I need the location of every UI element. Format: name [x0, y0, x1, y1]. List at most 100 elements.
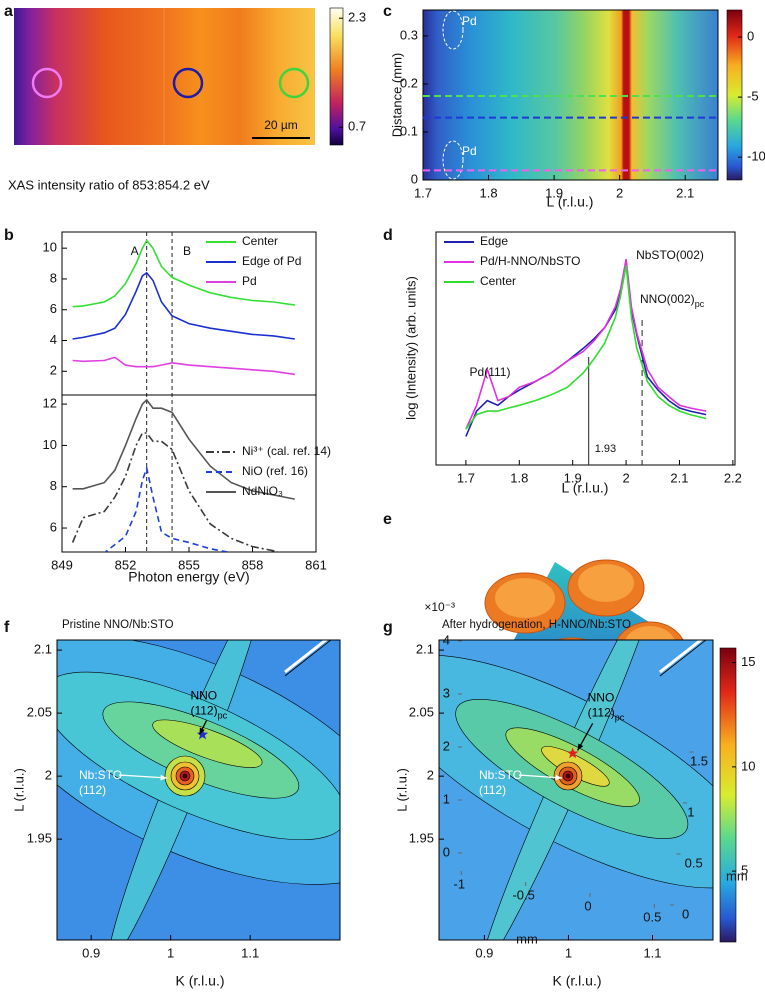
series-line [72, 271, 295, 340]
panel-title: After hydrogenation, H-NNO/Nb:STO [442, 619, 631, 631]
x-tick-label: -0.5 [512, 887, 534, 902]
z-scale-label: ×10⁻³ [424, 600, 455, 614]
x-tick-label: 1.1 [241, 945, 259, 960]
y-tick-label: 2 [427, 768, 434, 783]
y-tick-label: 6 [50, 301, 57, 316]
series-line [72, 356, 295, 376]
y-tick-label: 8 [50, 478, 57, 493]
x-tick-label: 852 [115, 557, 137, 572]
annotation: Nb:STO (112) [479, 768, 522, 797]
peak-label: B [183, 244, 191, 258]
reference-label: 1.93 [595, 443, 616, 455]
annotation-line: (112) [479, 783, 506, 797]
x-tick-label: 0.9 [82, 945, 100, 960]
panel-letter: c [383, 3, 392, 20]
x-axis-label: K (r.l.u.) [175, 973, 224, 989]
x-tick-label: 2.2 [724, 470, 742, 485]
y-tick-label: 2 [50, 363, 57, 378]
contour-map [439, 640, 713, 940]
colorbar-tick-label: 5 [741, 863, 748, 878]
x-axis-label: Photon energy (eV) [128, 569, 249, 585]
x-tick-label: 2 [616, 185, 623, 200]
axes-frame [438, 639, 714, 941]
annotation: Pd [462, 144, 477, 158]
legend-label: Center [242, 234, 278, 248]
y-tick-label: 1.5 [690, 753, 708, 768]
x-tick-label: 849 [51, 557, 73, 572]
y-tick-label: 8 [50, 270, 57, 285]
arrow-head [577, 743, 584, 751]
x-tick-label: 1.7 [457, 470, 475, 485]
legend-label: Center [480, 274, 516, 288]
annotation: NNO(002)pc [640, 292, 705, 309]
x-tick-label: 1.9 [545, 185, 563, 200]
annotation-line: NNO [190, 689, 217, 703]
annotation-line: Nb:STO [79, 768, 122, 782]
panel-letter: a [4, 3, 13, 20]
peak-marker [196, 728, 209, 740]
x-tick-label: 0 [584, 898, 591, 913]
x-tick-label: 2.1 [670, 470, 688, 485]
x-tick-label: 2 [622, 470, 629, 485]
arrow-head [160, 774, 167, 781]
colorbar-tick-label: 2.3 [348, 10, 366, 25]
panel-letter: b [4, 227, 14, 244]
annotation-sub: pc [615, 713, 625, 723]
z-tick-label: 0 [443, 844, 450, 859]
series-line [104, 465, 232, 552]
pd-outline [442, 10, 464, 50]
x-tick-label: -1 [454, 876, 466, 891]
legend-label: Edge of Pd [242, 254, 301, 268]
roi-circle [31, 67, 63, 99]
pd-outline [442, 140, 464, 180]
colorbar [726, 9, 743, 181]
peak-label: A [131, 244, 139, 258]
colorbar-tick-label: -5 [747, 89, 759, 104]
y-tick-label: 1.95 [409, 831, 434, 846]
x-tick-label: 0.9 [475, 945, 493, 960]
arrow [518, 774, 563, 779]
colorbar-tick-label: 15 [741, 654, 755, 669]
y-tick-label: 12 [43, 396, 57, 411]
x-tick-label: 855 [178, 557, 200, 572]
y-tick-label: 0.2 [400, 75, 418, 90]
x-tick-label: 1.9 [564, 470, 582, 485]
axes-frame [56, 639, 341, 941]
colorbar-tick-label: -10 [747, 149, 765, 164]
y-tick-label: 2.05 [27, 705, 52, 720]
z-tick-label: 2 [443, 738, 450, 753]
y-axis-label: L (r.l.u.) [394, 768, 409, 812]
y-axis-label: log (Intensity) (arb. units) [403, 276, 418, 420]
colorbar-tick-label: 0 [747, 28, 754, 43]
annotation-line: NNO(002) [640, 292, 695, 306]
x-tick-label: 1.1 [643, 945, 661, 960]
y-tick-label: 6 [50, 519, 57, 534]
series-line [71, 432, 281, 552]
caption: XAS intensity ratio of 853:854.2 eV [8, 177, 210, 192]
legend-label: Pd [242, 274, 257, 288]
x-tick-label: 1 [565, 945, 572, 960]
annotation: NNO (112)pc [588, 691, 625, 723]
y-tick-label: 1.95 [27, 831, 52, 846]
panel-letter: d [383, 227, 393, 244]
colorbar-tick-label: 10 [741, 758, 755, 773]
y-axis-label: mm [726, 868, 748, 883]
legend-label: NdNiO₃ [242, 484, 283, 498]
y-tick-label: 2 [45, 768, 52, 783]
panel-letter: e [383, 511, 392, 528]
arrow [118, 774, 168, 779]
legend-label: Pd/H-NNO/NbSTO [480, 254, 580, 268]
y-tick-label: 4 [50, 332, 57, 347]
annotation-sub: pc [695, 299, 705, 309]
annotation: Pd [462, 14, 477, 28]
series-line [465, 259, 707, 430]
y-tick-label: 0 [682, 906, 689, 921]
scale-bar-label: 20 µm [264, 118, 298, 132]
arrow-head [199, 727, 205, 735]
panel-title: Pristine NNO/Nb:STO [62, 619, 174, 631]
y-tick-label: 10 [43, 240, 57, 255]
annotation-line: Nb:STO [479, 768, 522, 782]
x-axis-label: L (r.l.u.) [547, 194, 594, 210]
y-tick-label: 1 [687, 804, 694, 819]
